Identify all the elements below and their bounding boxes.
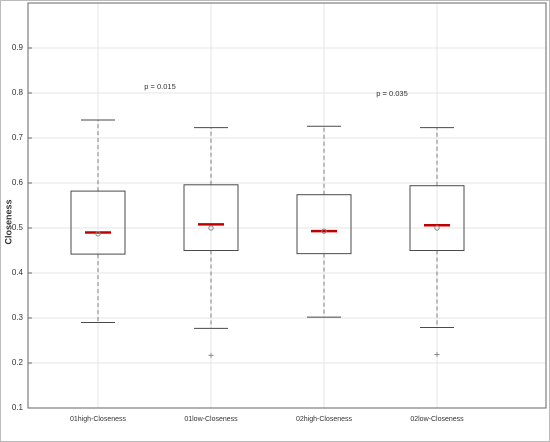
y-tick-label: 0.2 xyxy=(12,358,24,367)
x-tick-label: 01high-Closeness xyxy=(70,416,127,423)
y-tick-label: 0.3 xyxy=(12,313,24,322)
x-tick-label: 02low-Closeness xyxy=(410,416,464,423)
y-tick-label: 0.6 xyxy=(12,178,24,187)
x-tick-label: 01low-Closeness xyxy=(184,416,238,423)
box xyxy=(296,194,352,255)
mean-marker xyxy=(434,225,440,231)
plot-border xyxy=(27,2,547,409)
mean-marker xyxy=(321,228,327,234)
box xyxy=(409,185,465,251)
outlier xyxy=(208,352,214,358)
y-tick-label: 0.8 xyxy=(12,88,24,97)
x-tick-label: 02high-Closeness xyxy=(296,416,353,423)
y-tick-label: 0.4 xyxy=(12,268,24,277)
y-tick-label: 0.5 xyxy=(12,223,24,232)
y-tick-label: 0.1 xyxy=(12,403,24,412)
outlier xyxy=(434,351,440,357)
annotation: p = 0.015 xyxy=(144,82,176,91)
box xyxy=(183,184,239,251)
plot-area xyxy=(28,3,546,408)
mean-marker xyxy=(95,231,101,237)
y-axis-label: Closeness xyxy=(3,199,13,244)
y-tick-label: 0.7 xyxy=(12,133,24,142)
y-tick-label: 0.9 xyxy=(12,43,24,52)
mean-marker xyxy=(208,225,214,231)
annotation: p = 0.035 xyxy=(376,89,408,98)
box xyxy=(70,190,126,255)
